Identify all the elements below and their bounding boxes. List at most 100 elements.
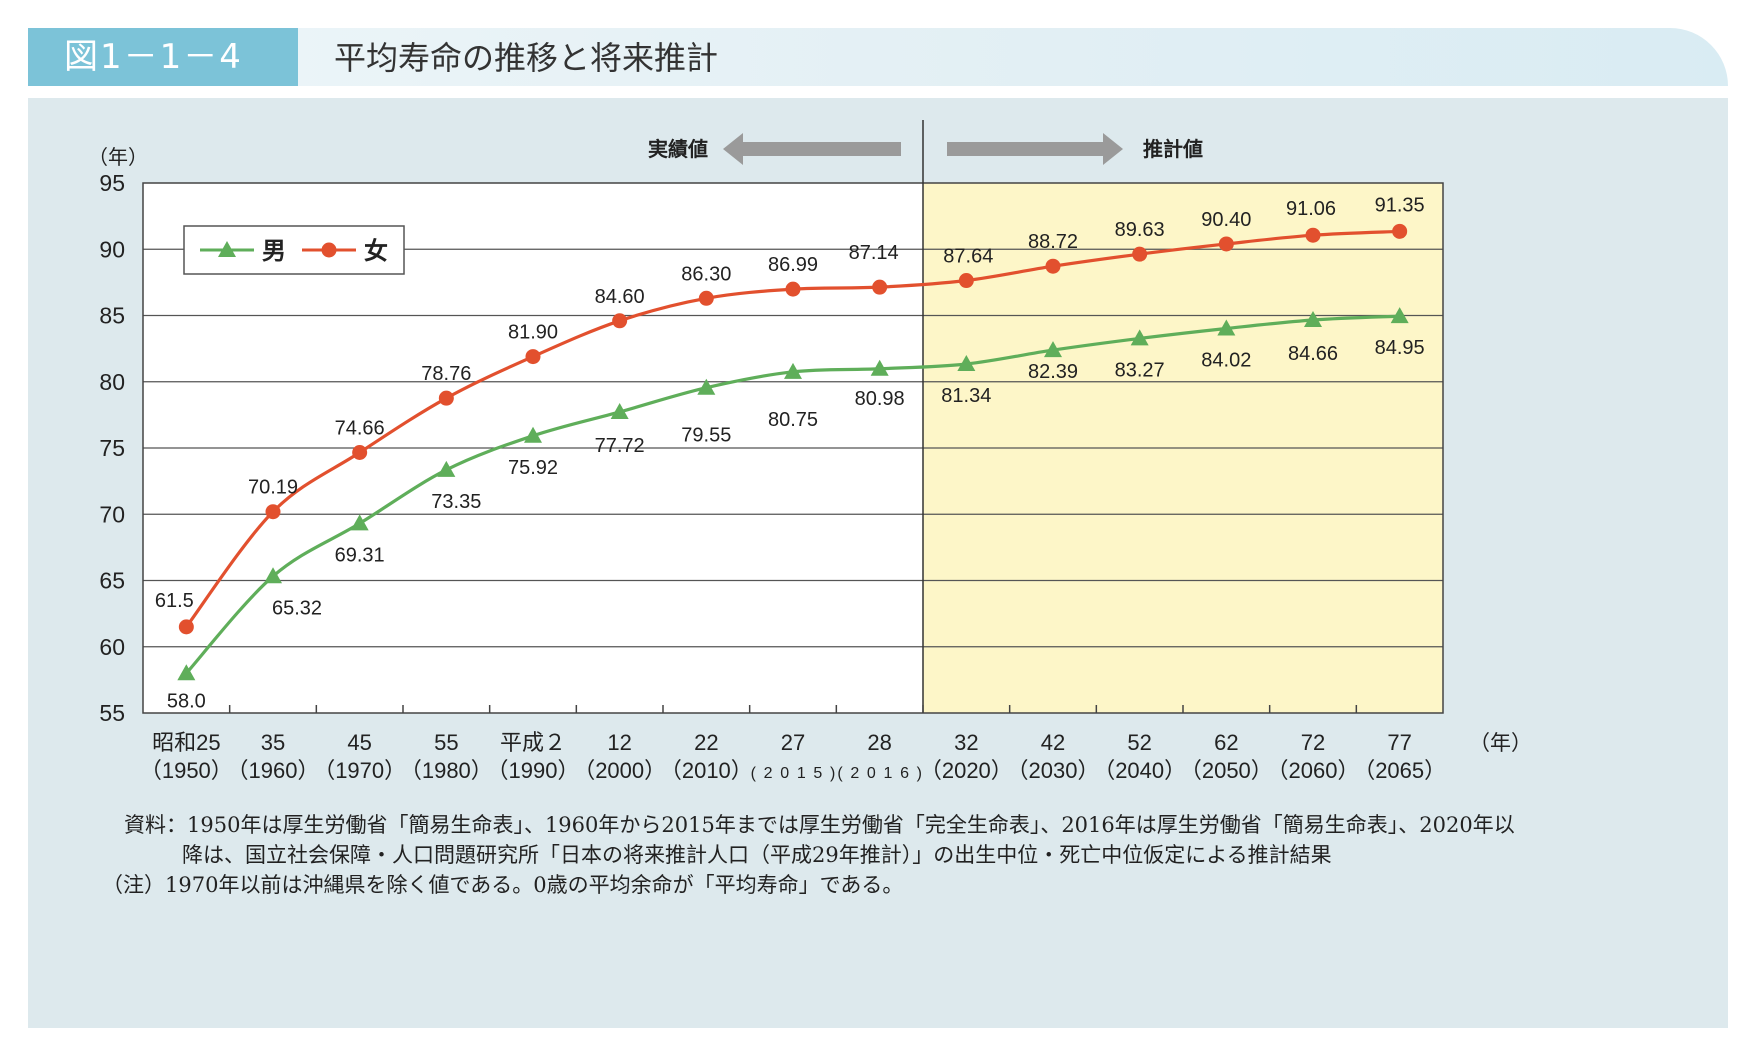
- grid-lines: [143, 248, 1443, 648]
- female-data-label: 61.5: [155, 590, 194, 612]
- y-tick-label: 95: [99, 170, 125, 196]
- female-data-label: 74.66: [335, 418, 385, 440]
- figure-number: 図1－1－4: [28, 28, 298, 86]
- female-point: [1132, 246, 1148, 262]
- source-note-line1: 資料：1950年は厚生労働省「簡易生命表」、1960年から2015年までは厚生労…: [124, 813, 1515, 837]
- female-data-label: 70.19: [248, 477, 298, 499]
- male-data-label: 65.32: [272, 597, 322, 619]
- x-tick-year: （1970）: [313, 758, 406, 783]
- x-tick-era: 35: [261, 730, 285, 755]
- male-data-label: 77.72: [595, 435, 645, 457]
- x-tick-year: （2010）: [660, 758, 753, 783]
- x-tick-year: (2016): [837, 765, 922, 782]
- x-tick-era: 45: [347, 730, 371, 755]
- male-point: [697, 378, 716, 395]
- male-data-label: 69.31: [335, 544, 385, 566]
- female-point: [872, 279, 888, 295]
- male-data-label: 80.98: [855, 388, 905, 410]
- series-group: 58.0 65.32 69.31 73.35 75.92 77.72 79.55 80.75 8…: [155, 194, 1425, 712]
- x-tick-year: (2015): [751, 765, 836, 782]
- figure-title: 平均寿命の推移と将来推計: [334, 39, 719, 77]
- male-point: [1390, 307, 1409, 324]
- actual-label: 実績値: [648, 137, 708, 161]
- header-bar: [28, 28, 1728, 86]
- female-point: [1045, 258, 1061, 274]
- female-data-label: 87.14: [849, 242, 899, 264]
- female-data-label: 78.76: [421, 363, 471, 385]
- male-data-label: 73.35: [431, 491, 481, 513]
- legend-male-label: 男: [262, 237, 286, 265]
- legend-female-marker: [321, 242, 337, 258]
- male-point: [610, 402, 629, 419]
- x-tick-year: （2040）: [1093, 758, 1186, 783]
- female-data-label: 86.30: [681, 263, 731, 285]
- actual-arrow-icon: [723, 133, 901, 165]
- male-data-label: 83.27: [1115, 359, 1165, 381]
- y-axis: 55 60 65 70 75 80 85 90 95（年）: [88, 145, 148, 726]
- y-tick-label: 60: [99, 634, 125, 660]
- female-data-label: 88.72: [1028, 231, 1078, 253]
- x-tick-era: 32: [954, 730, 978, 755]
- female-data-label: 81.90: [508, 322, 558, 344]
- x-tick-era: 52: [1127, 730, 1151, 755]
- x-tick-year: （2000）: [573, 758, 666, 783]
- x-tick-era: 62: [1214, 730, 1238, 755]
- male-series-line: [185, 314, 1400, 675]
- x-tick-era: 72: [1301, 730, 1325, 755]
- male-point: [1217, 319, 1236, 336]
- x-tick-year: （2060）: [1267, 758, 1360, 783]
- female-data-label: 90.40: [1201, 209, 1251, 231]
- chart-panel: 55 60 65 70 75 80 85 90 95 （年） 昭和25 （1950） 35 （1960）…: [28, 98, 1728, 1028]
- male-data-label: 81.34: [941, 385, 991, 407]
- male-point: [437, 460, 456, 477]
- female-data-label: 91.06: [1286, 198, 1336, 220]
- female-point: [1392, 223, 1408, 239]
- phase-arrows: 実績値 推計値: [648, 133, 1203, 165]
- x-axis: 昭和25 （1950） 35 （1960） 45 （1970） 55 （1980） 平成２ （19…: [140, 705, 1532, 783]
- y-tick-label: 65: [99, 568, 125, 594]
- female-point: [612, 313, 628, 329]
- x-tick-era: 平成２: [500, 730, 566, 755]
- x-tick-year: （1990）: [487, 758, 580, 783]
- male-data-label: 75.92: [508, 457, 558, 479]
- female-point: [178, 619, 194, 635]
- female-point: [438, 390, 454, 406]
- y-tick-label: 55: [99, 700, 125, 726]
- x-tick-era: 42: [1041, 730, 1065, 755]
- female-point: [785, 281, 801, 297]
- plot-frame: [142, 182, 1444, 714]
- x-tick-era: 77: [1387, 730, 1411, 755]
- x-tick-year: （2065）: [1353, 758, 1446, 783]
- x-tick-year: （2030）: [1007, 758, 1100, 783]
- y-tick-label: 85: [99, 303, 125, 329]
- legend-female-label: 女: [364, 237, 388, 265]
- female-data-label: 84.60: [595, 286, 645, 308]
- x-tick-year: （1950）: [140, 758, 233, 783]
- x-tick-year: （2050）: [1180, 758, 1273, 783]
- y-tick-label: 90: [99, 236, 125, 262]
- male-point: [784, 362, 802, 379]
- x-axis-unit: （年）: [1469, 731, 1532, 755]
- male-point: [524, 426, 542, 443]
- x-tick-era: 12: [607, 730, 631, 755]
- legend-male-marker: [218, 241, 236, 257]
- female-point: [698, 290, 714, 306]
- female-data-label: 87.64: [943, 246, 993, 268]
- x-tick-year: （1960）: [227, 758, 320, 783]
- y-tick-label: 70: [99, 501, 125, 527]
- source-note-line2: 降は、国立社会保障・人口問題研究所「日本の将来推計人口（平成29年推計）」の出生…: [182, 843, 1332, 867]
- male-data-label: 80.75: [768, 409, 818, 431]
- female-data-label: 86.99: [768, 254, 818, 276]
- y-tick-label: 80: [99, 369, 125, 395]
- x-tick-era: 昭和25: [152, 730, 220, 755]
- male-data-label: 84.02: [1201, 349, 1251, 371]
- male-data-label: 58.0: [167, 690, 206, 712]
- female-point: [1218, 236, 1234, 252]
- female-point: [1305, 227, 1321, 243]
- projected-label: 推計値: [1143, 137, 1203, 161]
- male-data-label: 82.39: [1028, 361, 1078, 383]
- male-point: [1130, 329, 1149, 346]
- x-tick-era: 28: [867, 730, 891, 755]
- female-point: [352, 445, 368, 461]
